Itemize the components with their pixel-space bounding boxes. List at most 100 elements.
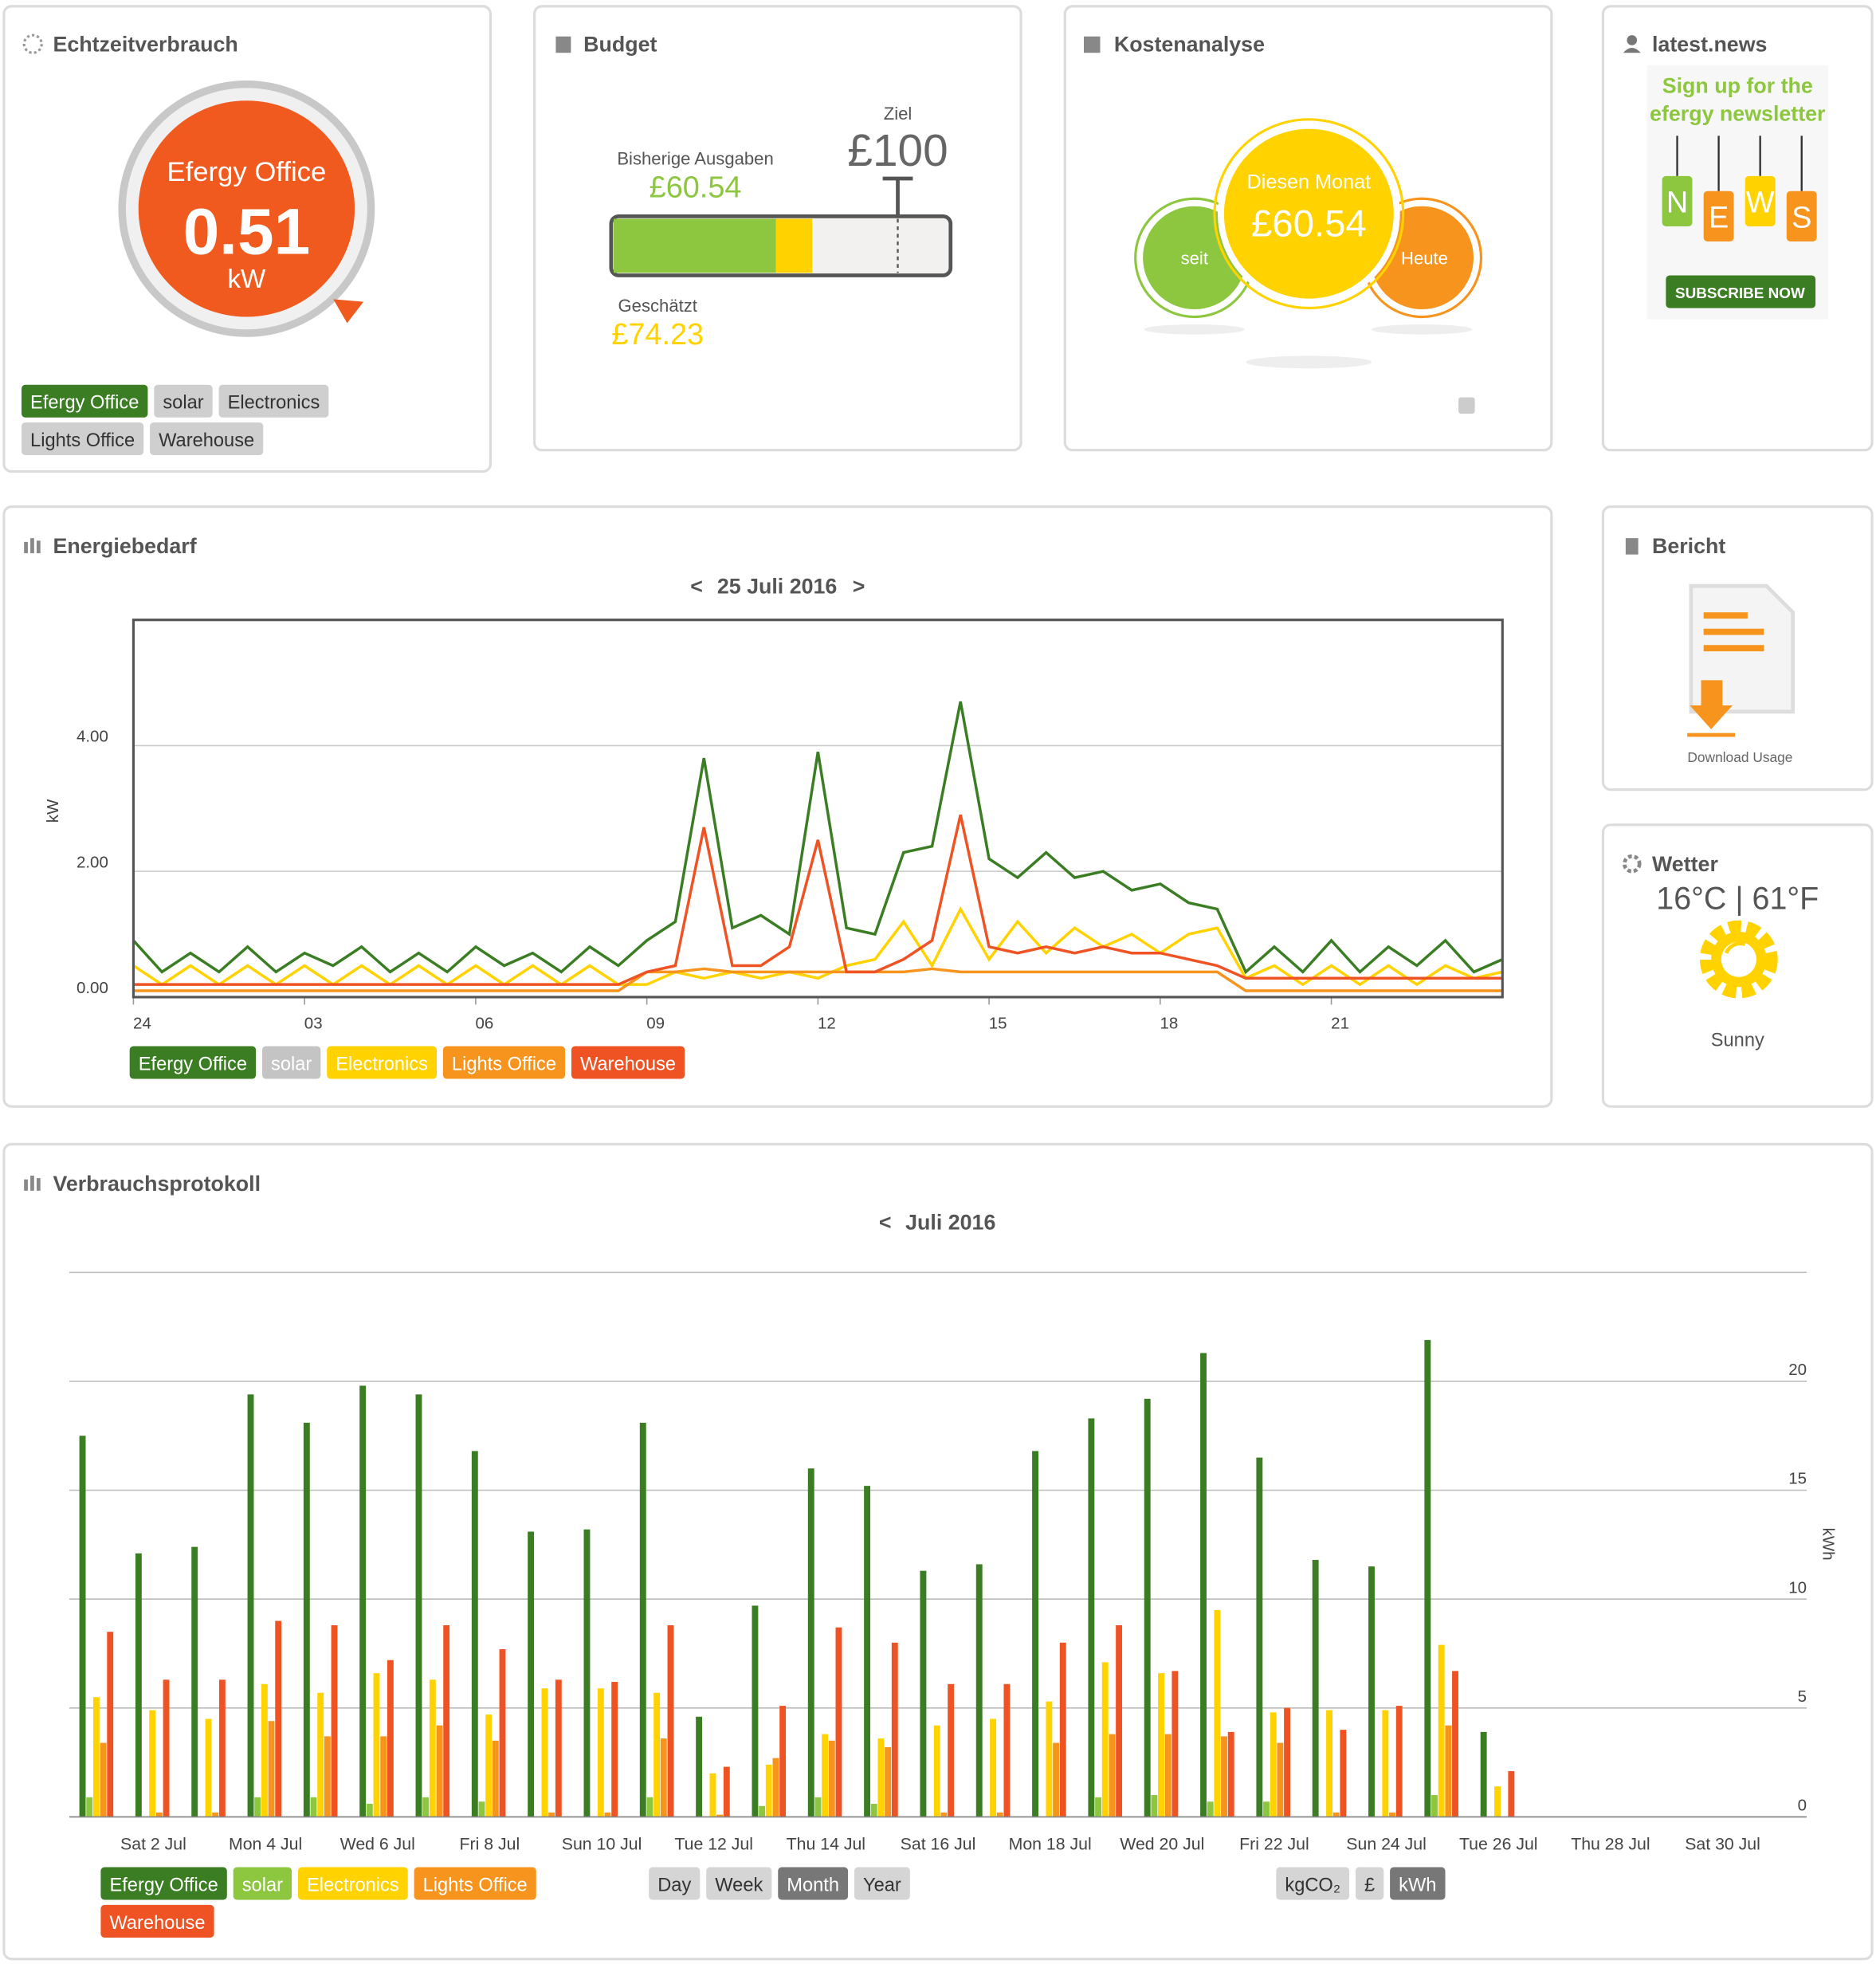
panel-title: Verbrauchsprotokoll — [53, 1172, 261, 1196]
bar — [471, 1451, 478, 1817]
bar — [380, 1736, 387, 1817]
estimate-value: £74.23 — [611, 318, 704, 352]
download-arrow — [1690, 680, 1733, 729]
subscribe-button[interactable] — [1666, 275, 1816, 308]
bar — [373, 1673, 380, 1817]
bar — [1116, 1625, 1123, 1817]
meter-unit: kW — [227, 265, 266, 294]
bar — [1277, 1742, 1284, 1817]
bar — [191, 1546, 198, 1817]
bar — [499, 1649, 506, 1817]
bar — [1494, 1786, 1501, 1817]
bar-chart: 0 5 10 15 20 kWh Sat 2 Jul Mon 4 Jul Wed 6 Jul Fr… — [69, 1271, 1838, 1938]
legend-item-button[interactable] — [414, 1867, 536, 1900]
bar — [1046, 1701, 1053, 1817]
bar — [359, 1385, 367, 1817]
unit-label: £ — [1364, 1876, 1375, 1896]
legend-item-label: Lights Office — [452, 1054, 556, 1074]
x-tick-label: Fri 8 Jul — [460, 1834, 520, 1853]
bar — [822, 1734, 829, 1817]
cost-right: Heute — [1401, 248, 1448, 268]
y-tick-label: 0.00 — [77, 979, 108, 997]
legend: Efergy Office solar Electronics Lights Offi… — [100, 1867, 536, 1938]
bar — [528, 1531, 535, 1817]
tag-button[interactable] — [218, 384, 329, 418]
x-tick-label: 18 — [1160, 1014, 1178, 1032]
icon — [1623, 47, 1641, 53]
cost-label: Diesen Monat — [1247, 171, 1372, 194]
legend-item-button[interactable] — [327, 1046, 438, 1079]
bar — [485, 1715, 493, 1817]
prev-button[interactable]: < — [879, 1211, 892, 1235]
tag — [1703, 191, 1734, 242]
bar — [1270, 1712, 1277, 1817]
legend-item-label: solar — [242, 1876, 283, 1896]
legend-item-button[interactable] — [100, 1867, 227, 1900]
unit-button[interactable] — [1390, 1867, 1446, 1900]
legend-item-button[interactable] — [233, 1867, 292, 1900]
panel-title: Wetter — [1652, 852, 1718, 876]
legend-item-button[interactable] — [571, 1046, 685, 1079]
x-tick-label: 03 — [304, 1014, 323, 1032]
bar — [583, 1529, 591, 1817]
bar — [324, 1736, 331, 1817]
bar — [86, 1797, 93, 1817]
bar — [1151, 1795, 1158, 1817]
icon — [1083, 36, 1101, 53]
bar — [1424, 1340, 1431, 1817]
legend-item-button[interactable] — [261, 1046, 321, 1079]
bar — [275, 1620, 282, 1817]
prev-button[interactable]: < — [690, 575, 703, 599]
bar — [1101, 1662, 1109, 1817]
y-tick-label: 0 — [1798, 1797, 1807, 1815]
tag — [1786, 191, 1817, 242]
controls: Day Week Month Year kgCO₂ £ kWh — [649, 1867, 1446, 1900]
bar — [920, 1570, 927, 1817]
bar — [1395, 1706, 1403, 1817]
legend-item-button[interactable] — [442, 1046, 566, 1079]
next-button[interactable]: > — [853, 575, 865, 599]
panel-title: Bericht — [1652, 534, 1725, 558]
bar — [948, 1683, 955, 1817]
bar — [828, 1740, 835, 1817]
period-button[interactable] — [854, 1867, 910, 1900]
target-label: Ziel — [884, 104, 912, 124]
panel — [2, 505, 1553, 1108]
unit-button[interactable] — [1355, 1867, 1384, 1900]
temperature: 16°C | 61°F — [1656, 882, 1819, 917]
bar — [1452, 1671, 1458, 1817]
tag-button[interactable] — [150, 422, 264, 456]
bar — [1263, 1801, 1270, 1817]
x-tick-label: 21 — [1331, 1014, 1349, 1032]
legend-item-label: Lights Office — [423, 1876, 528, 1896]
document-line — [1703, 628, 1764, 635]
bar — [100, 1742, 107, 1817]
x-tick-label: 09 — [646, 1014, 665, 1032]
bar — [996, 1812, 1003, 1817]
tag-button[interactable] — [22, 384, 148, 418]
tag-button[interactable] — [154, 384, 213, 418]
legend-item-label: Efergy Office — [109, 1876, 218, 1896]
y-tick-label: 2.00 — [77, 853, 108, 871]
letter: E — [1709, 202, 1729, 235]
estimate-label: Geschätzt — [618, 296, 697, 316]
bar — [1221, 1736, 1227, 1817]
bar — [541, 1688, 548, 1817]
unit-button[interactable] — [1276, 1867, 1350, 1900]
period-button[interactable] — [706, 1867, 772, 1900]
series-line — [133, 814, 1503, 986]
line-chart: 0.00 2.00 4.00 24 03 06 09 12 15 18 21 kW Efergy Off… — [44, 619, 1504, 1079]
tag-button[interactable] — [22, 422, 144, 456]
download-link[interactable]: Download Usage — [1687, 749, 1792, 765]
bar — [814, 1797, 822, 1817]
legend-item-button[interactable] — [100, 1904, 214, 1938]
legend-item-button[interactable] — [129, 1046, 257, 1079]
period-button[interactable] — [649, 1867, 701, 1900]
tag-list: Efergy Office solar Electronics Lights Offi… — [22, 384, 329, 456]
bar — [1368, 1566, 1375, 1817]
period-button[interactable] — [778, 1867, 849, 1900]
legend-item-button[interactable] — [297, 1867, 408, 1900]
legend-item-label: Electronics — [307, 1876, 399, 1896]
info-icon[interactable] — [1458, 397, 1475, 414]
